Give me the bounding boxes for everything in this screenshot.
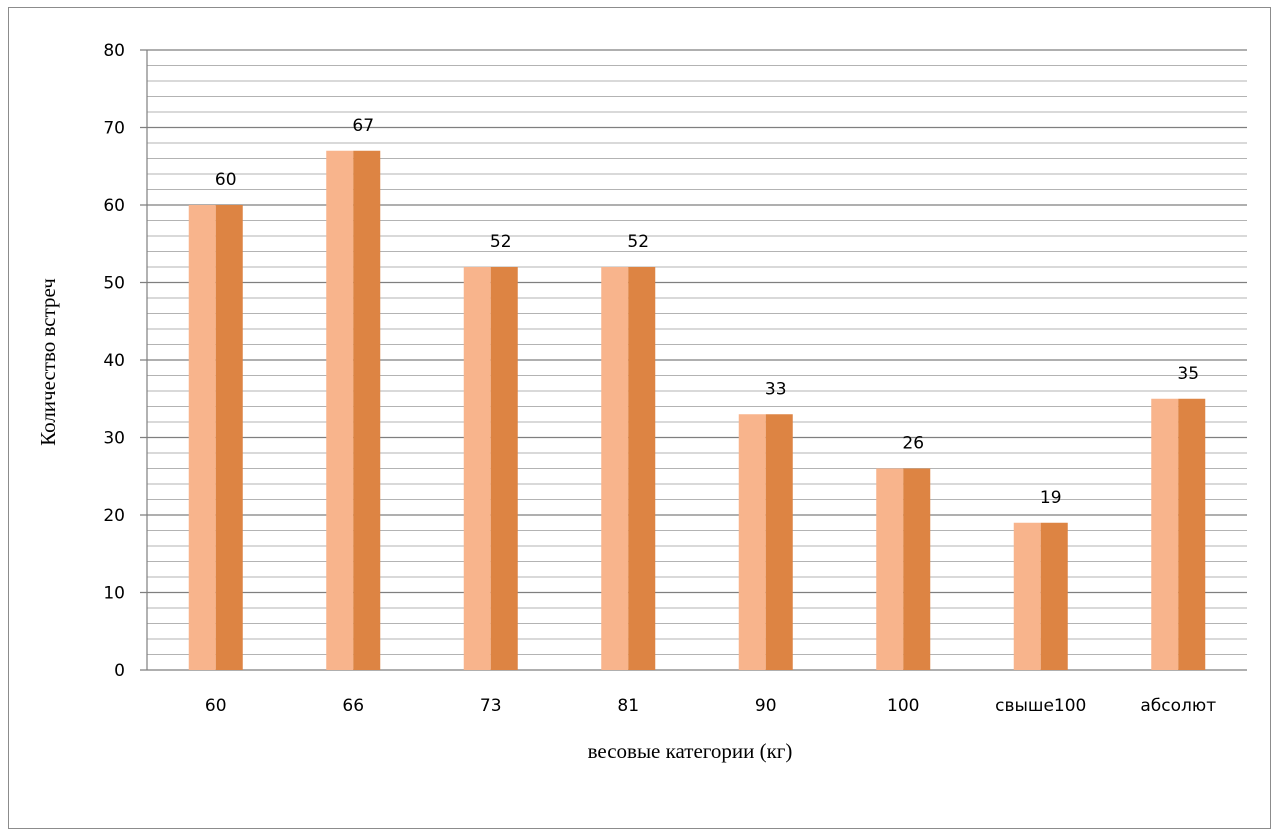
bar-series1-81 bbox=[601, 267, 629, 670]
data-labels: 60 67 52 52 33 26 19 35 bbox=[215, 116, 1199, 508]
x-tick-label: 90 bbox=[755, 696, 777, 716]
bar-series1-60 bbox=[188, 205, 216, 670]
bar-series1-73 bbox=[463, 267, 491, 670]
bar-series2-73 bbox=[490, 267, 518, 670]
y-tick-label: 70 bbox=[103, 119, 125, 139]
bar-series2-абсолют bbox=[1178, 398, 1206, 670]
data-label: 35 bbox=[1177, 364, 1199, 384]
y-tick-label: 80 bbox=[103, 41, 125, 61]
x-tick-label: 81 bbox=[617, 696, 639, 716]
y-axis-ticks: 0 10 20 30 40 50 60 70 80 bbox=[103, 41, 125, 681]
x-tick-label: 73 bbox=[480, 696, 502, 716]
y-tick-label: 30 bbox=[103, 429, 125, 449]
y-axis-title: Количество встреч bbox=[36, 278, 60, 446]
x-axis-title: весовые категории (кг) bbox=[588, 739, 793, 763]
bar-series1-66 bbox=[326, 150, 354, 670]
x-axis-ticks: 60 66 73 81 90 100 свыше100 абсолют bbox=[205, 696, 1216, 716]
y-tick-label: 60 bbox=[103, 196, 125, 216]
gridlines bbox=[140, 49, 1247, 671]
bar-series2-100 bbox=[903, 468, 931, 670]
bar-series1-100 bbox=[876, 468, 904, 670]
data-label: 52 bbox=[490, 232, 512, 252]
bars bbox=[188, 150, 1206, 670]
x-tick-label: 100 bbox=[887, 696, 919, 716]
y-tick-label: 20 bbox=[103, 506, 125, 526]
y-tick-label: 50 bbox=[103, 274, 125, 294]
bar-series1-абсолют bbox=[1151, 398, 1179, 670]
bar-series2-66 bbox=[353, 150, 381, 670]
data-label: 19 bbox=[1040, 488, 1062, 508]
bar-series2-90 bbox=[765, 414, 793, 670]
y-tick-label: 40 bbox=[103, 351, 125, 371]
x-tick-label: свыше100 bbox=[995, 696, 1086, 716]
bar-series2-81 bbox=[628, 267, 656, 670]
bar-series1-90 bbox=[738, 414, 766, 670]
bar-series1-свыше100 bbox=[1013, 522, 1041, 670]
y-tick-label: 0 bbox=[114, 661, 125, 681]
x-tick-label: абсолют bbox=[1140, 696, 1216, 716]
x-tick-label: 66 bbox=[342, 696, 364, 716]
data-label: 33 bbox=[765, 379, 787, 399]
x-tick-label: 60 bbox=[205, 696, 227, 716]
bar-series2-свыше100 bbox=[1040, 522, 1068, 670]
data-label: 52 bbox=[627, 232, 649, 252]
data-label: 67 bbox=[352, 116, 374, 136]
data-label: 60 bbox=[215, 170, 237, 190]
y-tick-label: 10 bbox=[103, 584, 125, 604]
bar-series2-60 bbox=[215, 205, 243, 670]
data-label: 26 bbox=[902, 434, 924, 454]
